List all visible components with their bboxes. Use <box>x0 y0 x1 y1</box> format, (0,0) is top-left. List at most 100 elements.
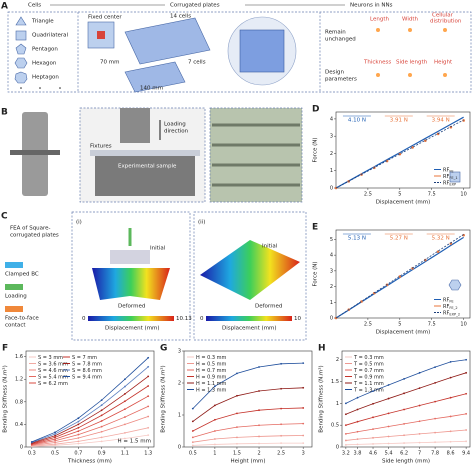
y-tick-label: 2 <box>330 284 333 290</box>
marker <box>449 376 452 379</box>
label: Experimental sample <box>118 164 177 170</box>
panel-b: B Loading direction Fixtures Experimenta… <box>1 108 303 203</box>
marker <box>124 431 126 434</box>
legend-name: H = 0.7 mm <box>196 368 227 374</box>
plot-frame <box>25 350 155 448</box>
marker <box>258 424 260 427</box>
series-line <box>335 116 464 189</box>
series-line <box>31 427 149 447</box>
marker <box>258 442 260 445</box>
legend-name: RF <box>443 304 449 310</box>
shape-label: Hexagon <box>32 61 57 67</box>
panel-label: C <box>1 212 8 222</box>
y-axis-label: Force (N) <box>313 137 319 162</box>
legend-name: RF <box>443 310 449 316</box>
series-line <box>192 387 304 422</box>
legend-name: RF <box>443 297 449 303</box>
legend-sub: FE <box>449 300 453 304</box>
series-line <box>192 362 304 409</box>
legend-name: T = 0.9 mm <box>353 374 384 380</box>
x-axis-label: Displacement (mm) <box>376 330 431 336</box>
panel-label: H <box>318 344 326 354</box>
param: Thickness <box>363 60 391 66</box>
marker <box>213 443 216 446</box>
legend-label: Face-to-face <box>5 316 39 322</box>
colorbar <box>206 316 292 321</box>
x-tick-label: 5.4 <box>385 451 393 457</box>
marker <box>418 371 421 374</box>
legend-name: S = 6.2 mm <box>38 381 68 387</box>
marker <box>449 430 452 433</box>
legend-name: T = 0.3 mm <box>353 355 384 361</box>
x-tick-label: 7.5 <box>428 322 436 328</box>
legend-sub: EXP_2 <box>449 313 460 317</box>
legend-label: T = 0.5 mm <box>353 361 384 367</box>
marker <box>54 431 56 434</box>
plate <box>124 61 186 93</box>
x-tick-label: 2.5 <box>364 192 372 198</box>
marker <box>100 430 103 433</box>
label: direction <box>164 129 189 135</box>
series-line <box>31 376 149 444</box>
param: distribution <box>430 19 462 25</box>
marker <box>124 437 126 440</box>
marker <box>387 397 390 400</box>
legend-name: T = 0.7 mm <box>353 368 384 374</box>
plate <box>124 17 211 65</box>
y-tick-label: 1.5 <box>331 379 339 385</box>
x-tick-label: 1.5 <box>233 451 241 457</box>
plot-frame <box>183 350 313 448</box>
marker <box>356 430 359 433</box>
marker <box>372 402 374 405</box>
plot-frame <box>341 350 471 448</box>
marker <box>372 436 374 439</box>
marker <box>100 414 103 417</box>
colorbar <box>88 316 174 321</box>
y-tick-label: 1 <box>178 413 181 419</box>
y-tick-label: 0 <box>330 316 333 322</box>
marker <box>77 420 80 423</box>
y-axis-label: Force (N) <box>313 261 319 286</box>
label: 7 cells <box>188 60 206 66</box>
shape-label: Heptagon <box>32 75 59 81</box>
legend-name: H = 0.3 mm <box>196 355 227 361</box>
marker <box>100 436 103 439</box>
x-tick-label: 5 <box>398 322 401 328</box>
marker <box>403 442 405 444</box>
marker <box>356 420 359 423</box>
legend-name: H = 0.5 mm <box>196 361 227 367</box>
series-line <box>31 366 149 443</box>
legend-label: H = 0.5 mm <box>196 361 227 367</box>
label: parameters <box>325 77 357 83</box>
marker <box>387 442 390 445</box>
y-axis-label: Bending Stiffness (N.m²) <box>160 365 167 432</box>
marker <box>387 412 390 415</box>
x-tick-label: 0.3 <box>28 451 36 457</box>
y-axis-label: Bending Stiffness (N.m²) <box>318 365 325 432</box>
marker <box>147 356 150 359</box>
marker <box>147 415 150 418</box>
marker <box>191 430 194 432</box>
marker <box>449 440 452 443</box>
title: FEA of Square- <box>10 226 51 232</box>
marker <box>434 431 436 434</box>
legend-label: H = 0.9 mm <box>196 374 227 380</box>
panel-box <box>7 11 472 93</box>
marker <box>100 409 103 412</box>
x-tick-label: 3.8 <box>354 451 362 457</box>
legend-name: S = 8.6 mm <box>72 368 102 374</box>
legend-label: S = 9.4 mm <box>72 374 102 380</box>
series-line <box>345 440 467 446</box>
cbar-label: Displacement (mm) <box>105 326 160 332</box>
marker <box>449 415 452 418</box>
marker <box>344 424 347 427</box>
marker <box>302 362 305 365</box>
marker <box>147 375 150 378</box>
marker <box>236 412 238 415</box>
photo-stripes <box>212 123 300 187</box>
cbar-label: Displacement (mm) <box>222 326 277 332</box>
cell-icons <box>14 16 28 84</box>
shape-label: Quadrilateral <box>32 33 69 39</box>
marker <box>258 366 260 368</box>
legend-label: T = 0.7 mm <box>353 368 384 374</box>
